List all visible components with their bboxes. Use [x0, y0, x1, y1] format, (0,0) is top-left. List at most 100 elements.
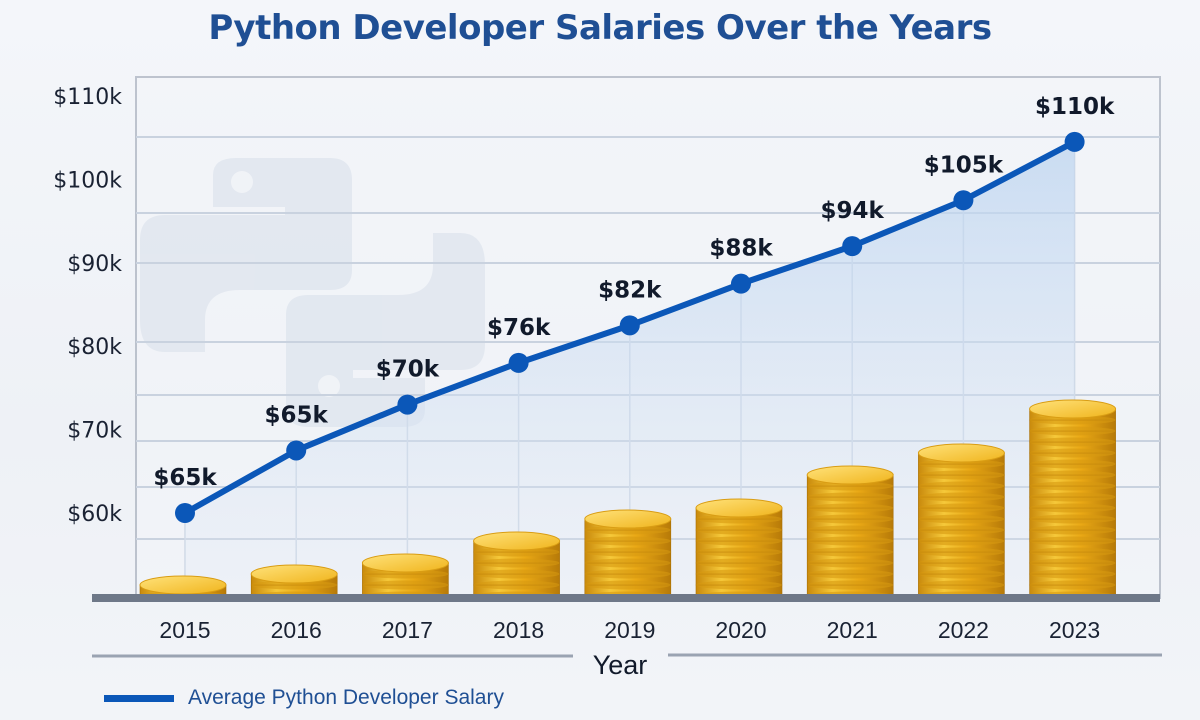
- x-tick-label: 2019: [604, 617, 655, 643]
- coin-edge: [918, 525, 1005, 535]
- x-tick-label: 2023: [1049, 617, 1100, 643]
- legend-swatch: [104, 694, 174, 702]
- coin-edge: [807, 525, 894, 535]
- coin-edge: [807, 569, 894, 579]
- data-label: $76k: [487, 315, 551, 341]
- coin-edge: [1029, 558, 1116, 568]
- data-label: $65k: [265, 402, 329, 428]
- coin-edge: [918, 459, 1005, 469]
- coin-edge: [584, 525, 671, 535]
- coin-edge: [473, 547, 560, 557]
- coin-edge: [1029, 481, 1116, 491]
- coin-edge: [807, 481, 894, 491]
- coin-edge: [807, 558, 894, 568]
- coin-edge: [1029, 492, 1116, 502]
- data-label: $110k: [1035, 94, 1115, 120]
- coin-top: [361, 553, 449, 573]
- data-point: [286, 440, 307, 461]
- coin-edge: [251, 580, 338, 590]
- coin-top: [250, 564, 338, 584]
- x-tick-label: 2018: [493, 617, 544, 643]
- coin-top: [139, 575, 227, 595]
- coin-edge: [918, 536, 1005, 546]
- x-tick-label: 2017: [382, 617, 433, 643]
- data-label: $65k: [153, 465, 217, 491]
- coin-edge: [918, 569, 1005, 579]
- coin-edge: [1029, 514, 1116, 524]
- data-point: [397, 394, 418, 415]
- data-point: [508, 352, 529, 373]
- coin-edge: [807, 503, 894, 513]
- coin-edge: [473, 569, 560, 579]
- data-point: [619, 315, 640, 336]
- legend: Average Python Developer Salary: [104, 686, 504, 710]
- coin-edge: [696, 536, 782, 546]
- coin-edge: [1029, 448, 1116, 458]
- y-tick-label: $110k: [53, 85, 122, 110]
- coin-edge: [473, 580, 560, 590]
- y-tick-label: $70k: [67, 419, 122, 444]
- coin-edge: [1029, 525, 1116, 535]
- coin-edge: [362, 580, 449, 590]
- y-tick-label: $80k: [67, 335, 122, 360]
- coin-top: [806, 465, 894, 485]
- coin-stack-icon: [695, 498, 783, 601]
- data-label: $94k: [821, 198, 885, 224]
- coin-stack-icon: [584, 509, 672, 601]
- coin-edge: [1029, 503, 1116, 513]
- coin-edge: [584, 547, 671, 557]
- coin-edge: [584, 536, 671, 546]
- x-tick-label: 2021: [827, 617, 878, 643]
- coin-edge: [918, 503, 1005, 513]
- coin-top: [584, 509, 672, 529]
- coin-stack-icon: [917, 443, 1005, 601]
- coin-edge: [584, 580, 671, 590]
- data-point: [731, 273, 751, 294]
- x-tick-label: 2015: [159, 617, 210, 643]
- coin-edge: [1029, 426, 1116, 436]
- coin-edge: [1029, 415, 1116, 425]
- coin-top: [695, 498, 783, 518]
- coin-edge: [807, 536, 894, 546]
- data-label: $70k: [376, 357, 440, 383]
- coin-edge: [696, 514, 782, 524]
- coin-edge: [807, 580, 894, 590]
- coin-edge: [584, 569, 671, 579]
- coin-edge: [1029, 437, 1116, 447]
- coin-top: [473, 531, 561, 551]
- coin-edge: [473, 558, 560, 568]
- coin-edge: [918, 481, 1005, 491]
- coin-edge: [696, 547, 782, 557]
- coin-stack-icon: [1029, 399, 1117, 601]
- chart-title: Python Developer Salaries Over the Years: [208, 8, 992, 48]
- data-label: $88k: [709, 236, 773, 262]
- coin-stack-icon: [473, 531, 561, 601]
- coin-edge: [807, 514, 894, 524]
- coin-stack-icon: [806, 465, 894, 601]
- y-tick-label: $100k: [53, 168, 122, 193]
- coin-edge: [1029, 470, 1116, 480]
- coin-stack-icon: [361, 553, 449, 601]
- coin-edge: [918, 580, 1005, 590]
- coin-edge: [362, 569, 449, 579]
- coin-edge: [1029, 569, 1116, 579]
- coin-edge: [1029, 580, 1116, 590]
- coin-edge: [696, 569, 782, 579]
- coin-edge: [584, 558, 671, 568]
- data-label: $82k: [598, 277, 662, 303]
- coin-edge: [918, 558, 1005, 568]
- coin-edge: [696, 580, 782, 590]
- coin-edge: [1029, 536, 1116, 546]
- coin-edge: [1029, 547, 1116, 557]
- data-point: [175, 503, 195, 523]
- data-point: [1064, 131, 1085, 152]
- coin-edge: [918, 470, 1005, 480]
- data-point: [842, 236, 863, 257]
- y-tick-label: $90k: [67, 252, 122, 277]
- x-tick-label: 2022: [938, 617, 989, 643]
- coin-top: [1029, 399, 1117, 419]
- y-tick-label: $60k: [67, 502, 122, 527]
- data-label: $105k: [924, 152, 1004, 178]
- coin-edge: [918, 547, 1005, 557]
- coin-edge: [918, 492, 1005, 502]
